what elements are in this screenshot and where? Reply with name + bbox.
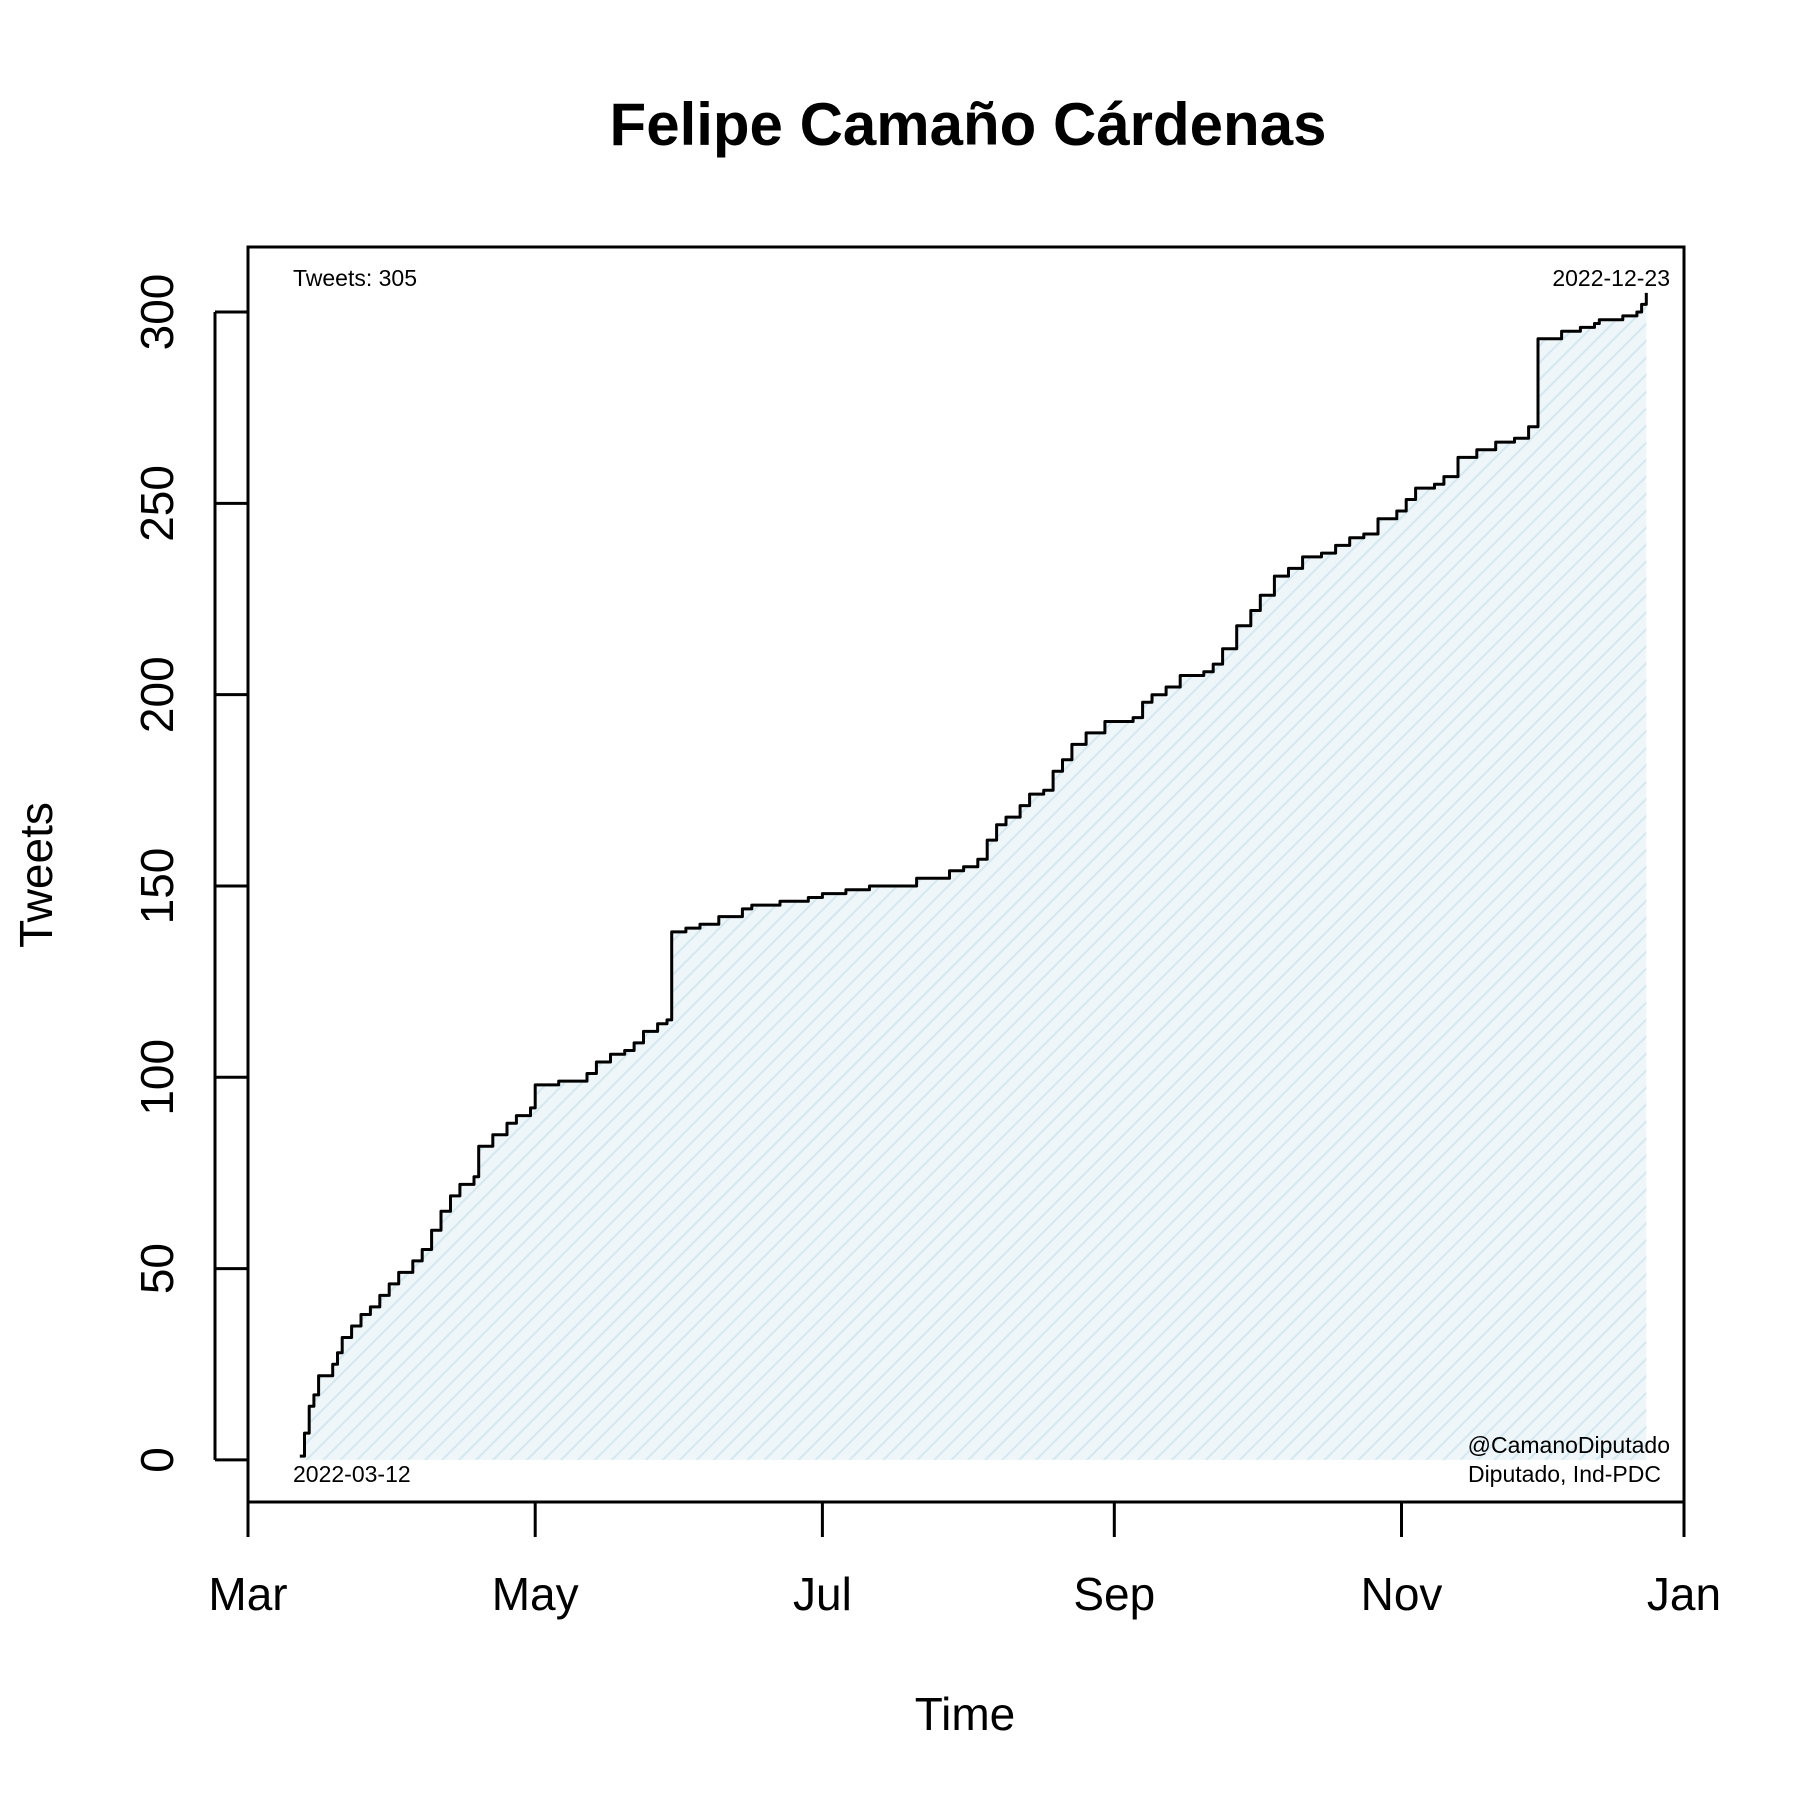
chart-title: Felipe Camaño Cárdenas bbox=[610, 91, 1327, 158]
y-tick-label: 200 bbox=[131, 656, 183, 733]
y-tick-label: 50 bbox=[131, 1243, 183, 1294]
y-tick-label: 150 bbox=[131, 848, 183, 925]
handle-annotation: @CamanoDiputado bbox=[1468, 1432, 1670, 1458]
x-tick-label: Mar bbox=[208, 1568, 287, 1620]
x-tick-label: Jul bbox=[793, 1568, 852, 1620]
x-axis: Mar May Jul Sep Nov Jan bbox=[208, 1500, 1721, 1620]
x-tick-label: Jan bbox=[1647, 1568, 1721, 1620]
x-tick-label: Nov bbox=[1361, 1568, 1443, 1620]
area-fill bbox=[299, 292, 1647, 1460]
y-tick-label: 250 bbox=[131, 465, 183, 542]
x-tick-label: May bbox=[492, 1568, 579, 1620]
y-tick-label: 300 bbox=[131, 274, 183, 351]
area-layer bbox=[299, 292, 1647, 1460]
start-date-annotation: 2022-03-12 bbox=[293, 1461, 411, 1487]
line-layer bbox=[299, 292, 1648, 1458]
x-axis-label: Time bbox=[915, 1688, 1016, 1740]
x-tick-label: Sep bbox=[1073, 1568, 1155, 1620]
y-tick-label: 0 bbox=[131, 1447, 183, 1473]
y-tick-label: 100 bbox=[131, 1039, 183, 1116]
y-axis: 0 50 100 150 200 250 300 bbox=[131, 274, 248, 1473]
tweet-count-annotation: Tweets: 305 bbox=[293, 265, 417, 291]
series-line bbox=[299, 292, 1648, 1458]
end-date-annotation: 2022-12-23 bbox=[1552, 265, 1670, 291]
y-axis-label: Tweets bbox=[10, 802, 62, 948]
role-annotation: Diputado, Ind-PDC bbox=[1468, 1461, 1661, 1487]
